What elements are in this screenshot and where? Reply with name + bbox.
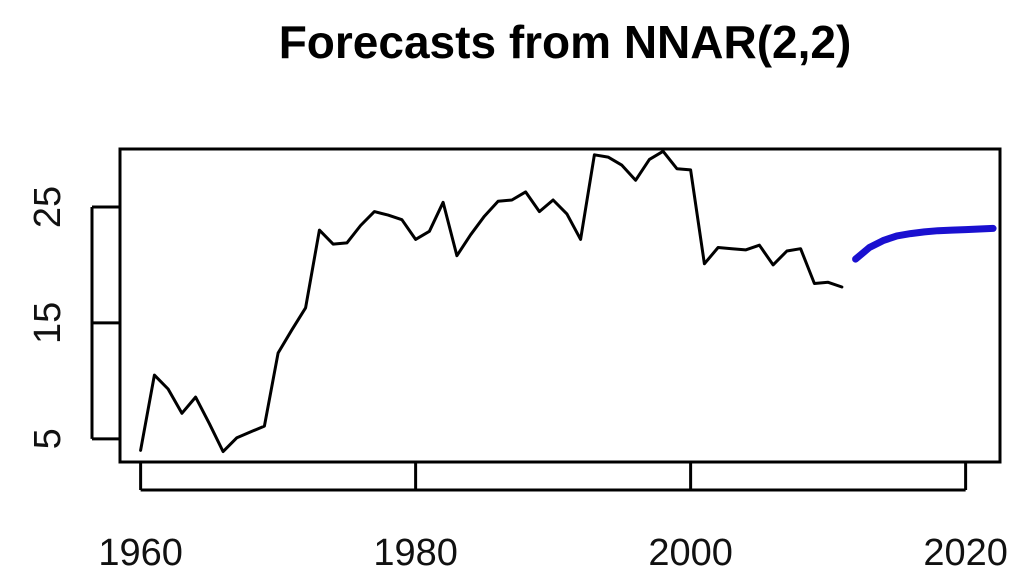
x-tick-label: 2000 [648,532,733,574]
series-layer [139,149,997,454]
y-axis: 5 15 25 [27,186,120,449]
x-tick-label: 1980 [373,532,458,574]
y-tick-label: 15 [27,302,69,344]
observed-series-line [139,149,844,454]
plot-frame [118,147,1002,464]
y-tick-label: 25 [27,186,69,228]
forecast-series-line [852,224,997,263]
chart-title: Forecasts from NNAR(2,2) [279,16,852,68]
x-tick-label: 1960 [98,532,183,574]
x-axis: 1960 1980 2000 2020 [98,462,1008,574]
x-tick-label: 2020 [923,532,1008,574]
y-tick-label: 5 [27,428,69,449]
